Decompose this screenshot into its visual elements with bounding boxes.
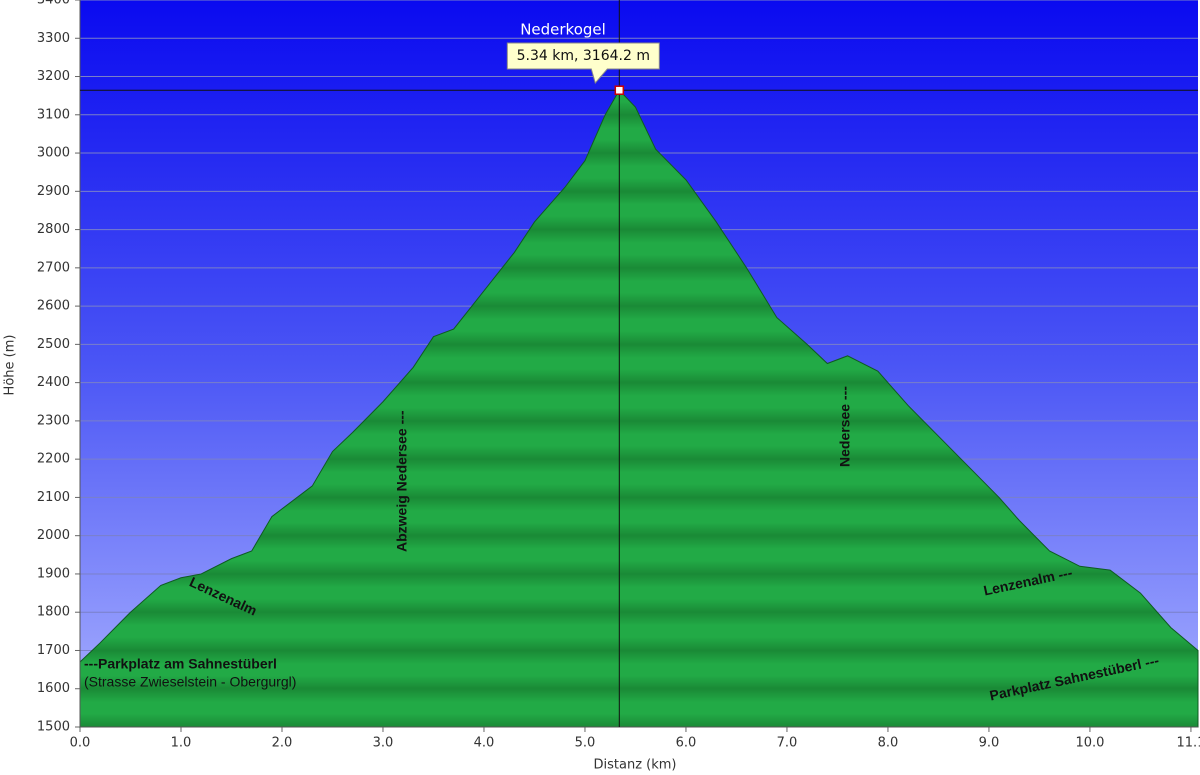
chart-title: Nederkogel <box>520 21 606 39</box>
y-tick-label: 1900 <box>37 566 70 581</box>
x-tick-label: 4.0 <box>474 736 495 751</box>
peak-marker <box>614 85 625 95</box>
tooltip-label: 5.34 km, 3164.2 m <box>517 48 650 64</box>
annotation: (Strasse Zwieselstein - Obergurgl) <box>84 674 296 690</box>
annotation: Nedersee --- <box>837 386 853 467</box>
x-tick-label: 7.0 <box>777 736 798 751</box>
x-tick-label: 5.0 <box>575 736 596 751</box>
y-tick-label: 3300 <box>37 31 70 46</box>
x-tick-label: 8.0 <box>878 736 899 751</box>
annotation: ---Parkplatz am Sahnestüberl <box>84 656 277 672</box>
y-tick-label: 2500 <box>37 337 70 352</box>
x-tick-label: 11.1 <box>1176 736 1200 751</box>
y-tick-label: 2400 <box>37 375 70 390</box>
y-tick-label: 2600 <box>37 299 70 314</box>
x-tick-label: 9.0 <box>979 736 1000 751</box>
x-tick-label: 3.0 <box>373 736 394 751</box>
x-tick-label: 10.0 <box>1075 736 1104 751</box>
y-tick-label: 3400 <box>37 0 70 8</box>
x-tick-label: 6.0 <box>676 736 697 751</box>
y-tick-label: 1600 <box>37 681 70 696</box>
y-tick-label: 2200 <box>37 452 70 467</box>
y-tick-label: 2300 <box>37 413 70 428</box>
y-tick-label: 2000 <box>37 528 70 543</box>
y-tick-label: 3100 <box>37 107 70 122</box>
y-tick-label: 3000 <box>37 146 70 161</box>
y-tick-label: 1800 <box>37 605 70 620</box>
y-tick-label: 2100 <box>37 490 70 505</box>
y-axis-label: Höhe (m) <box>3 335 18 396</box>
x-tick-label: 0.0 <box>70 736 91 751</box>
annotation: Abzweig Nedersee --- <box>394 410 410 552</box>
tooltip-box <box>506 42 660 85</box>
y-tick-label: 1700 <box>37 643 70 658</box>
y-tick-label: 2700 <box>37 260 70 275</box>
y-tick-label: 3200 <box>37 69 70 84</box>
y-tick-label: 2900 <box>37 184 70 199</box>
y-tick-label: 1500 <box>37 720 70 735</box>
x-tick-label: 1.0 <box>171 736 192 751</box>
area <box>79 89 1199 728</box>
x-tick-label: 2.0 <box>272 736 293 751</box>
x-axis-label: Distanz (km) <box>594 758 677 773</box>
y-tick-label: 2800 <box>37 222 70 237</box>
